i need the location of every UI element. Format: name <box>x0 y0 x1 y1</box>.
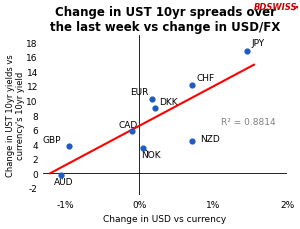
Text: BDSWISS: BDSWISS <box>254 3 297 12</box>
Point <box>153 106 158 110</box>
Text: NZD: NZD <box>192 135 220 144</box>
Point <box>150 98 155 101</box>
Text: DKK: DKK <box>159 97 178 106</box>
Point <box>140 146 145 150</box>
Text: CAD: CAD <box>118 120 138 129</box>
Point <box>244 50 249 54</box>
X-axis label: Change in USD vs currency: Change in USD vs currency <box>103 215 226 224</box>
Text: AUD: AUD <box>54 177 73 186</box>
Text: ↗: ↗ <box>292 3 298 12</box>
Text: GBP: GBP <box>43 136 61 144</box>
Point <box>129 130 134 133</box>
Text: EUR: EUR <box>130 88 148 97</box>
Text: CHF: CHF <box>197 73 215 82</box>
Point <box>66 145 71 149</box>
Text: R² = 0.8814: R² = 0.8814 <box>220 117 275 126</box>
Point <box>190 140 195 143</box>
Point <box>190 83 195 87</box>
Title: Change in UST 10yr spreads over
the last week vs change in USD/FX: Change in UST 10yr spreads over the last… <box>50 5 280 33</box>
Text: NOK: NOK <box>141 150 161 159</box>
Y-axis label: Change in UST 10yr yields vs
currency's 10yr yield: Change in UST 10yr yields vs currency's … <box>6 55 25 177</box>
Point <box>59 174 64 177</box>
Text: JPY: JPY <box>252 39 265 48</box>
